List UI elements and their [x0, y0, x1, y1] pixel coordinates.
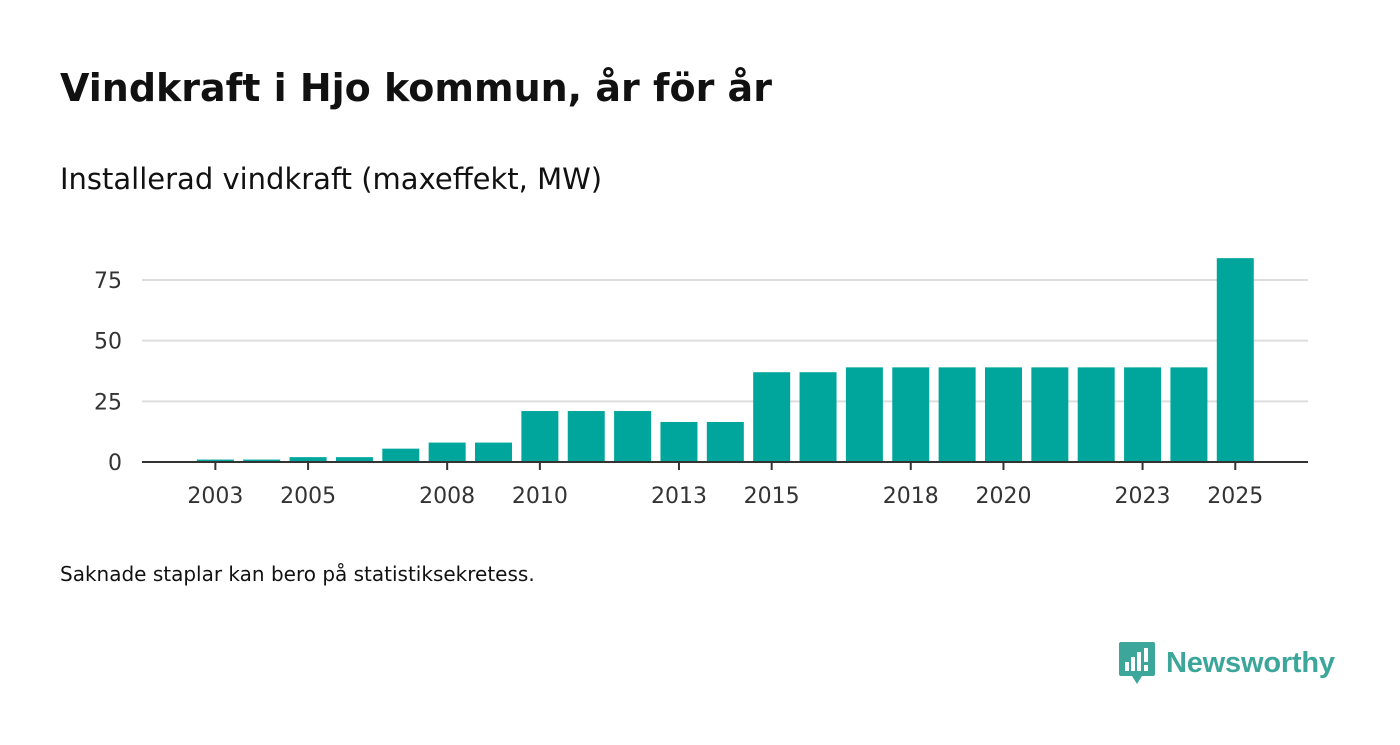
bar-2016	[799, 372, 837, 462]
y-tick-label-50: 50	[94, 330, 122, 355]
bar-2012	[614, 411, 652, 462]
x-tick-label-2013: 2013	[651, 484, 707, 509]
bar-2006	[335, 457, 373, 462]
bar-2005	[289, 457, 327, 462]
x-tick-label-2010: 2010	[512, 484, 568, 509]
bar-2011	[567, 411, 605, 462]
x-tick-label-2015: 2015	[744, 484, 800, 509]
chart-title: Vindkraft i Hjo kommun, år för år	[60, 66, 772, 110]
bar-2007	[382, 448, 420, 462]
x-tick-label-2020: 2020	[975, 484, 1031, 509]
bar-2024	[1170, 367, 1208, 462]
bar-2023	[1124, 367, 1162, 462]
bar-2010	[521, 411, 559, 462]
bar-2018	[892, 367, 930, 462]
bar-2017	[845, 367, 883, 462]
bar-2003	[196, 459, 234, 462]
x-tick-label-2025: 2025	[1207, 484, 1263, 509]
brand-name: Newsworthy	[1166, 646, 1335, 679]
bar-2009	[475, 442, 513, 462]
x-tick-label-2008: 2008	[419, 484, 475, 509]
x-tick-label-2005: 2005	[280, 484, 336, 509]
bar-2022	[1077, 367, 1115, 462]
bar-2013	[660, 421, 698, 462]
axes: 0 25 50 75 2003 2005 2008 2010 2013 2015 2018 2020 2…	[94, 269, 1308, 509]
bar-2004	[243, 459, 281, 462]
y-tick-label-25: 25	[94, 390, 122, 415]
footnote: Saknade staplar kan bero på statistiksek…	[60, 562, 535, 586]
newsworthy-logo-icon	[1119, 642, 1155, 684]
brand-logo: Newsworthy	[1118, 640, 1335, 686]
bar-chart: 0 25 50 75 2003 2005 2008 2010 2013 2015 2018 2020 2…	[94, 258, 1308, 509]
bar-2008	[428, 442, 466, 462]
bar-2014	[706, 421, 744, 462]
bar-2015	[753, 372, 791, 462]
y-tick-label-75: 75	[94, 269, 122, 294]
chart-subtitle: Installerad vindkraft (maxeffekt, MW)	[60, 162, 603, 196]
bar-2020	[984, 367, 1022, 462]
bar-2019	[938, 367, 976, 462]
x-tick-label-2003: 2003	[187, 484, 243, 509]
x-tick-label-2018: 2018	[883, 484, 939, 509]
bar-2025	[1216, 258, 1254, 462]
x-tick-label-2023: 2023	[1115, 484, 1171, 509]
bars	[196, 258, 1254, 462]
y-tick-label-0: 0	[108, 451, 122, 476]
bar-2021	[1031, 367, 1069, 462]
